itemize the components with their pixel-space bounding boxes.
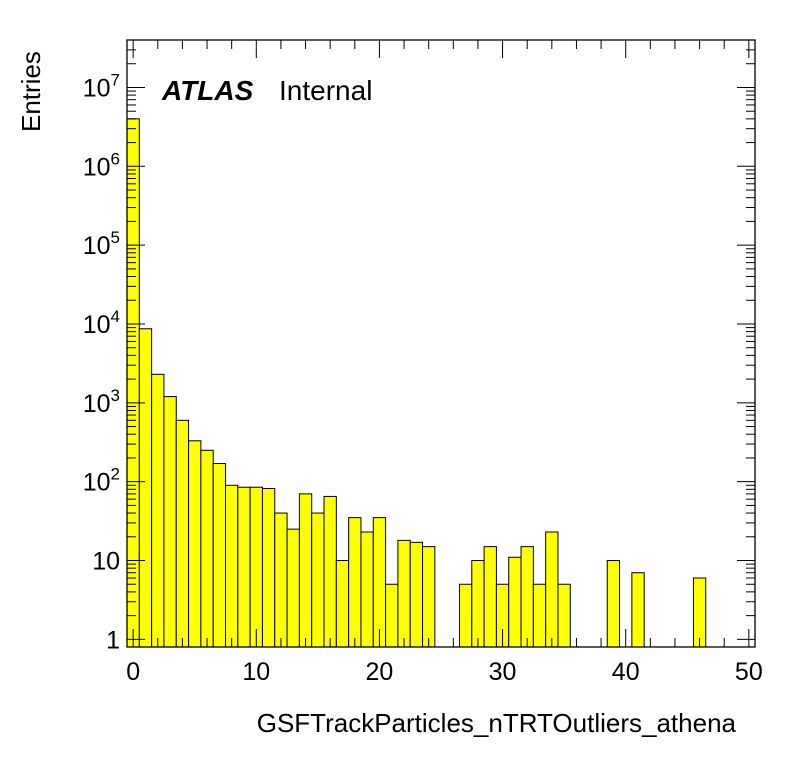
histogram-bar — [385, 583, 399, 648]
histogram-bar — [631, 572, 645, 648]
histogram-bar — [532, 583, 547, 648]
histogram-bar — [360, 531, 374, 648]
histogram-bar — [274, 512, 288, 648]
y-tick-labels: 1 10 102 103 104 105 106 107 — [83, 70, 120, 654]
histogram-bar — [545, 531, 559, 648]
histogram-bar — [175, 419, 190, 648]
x-tick-label: 10 — [242, 658, 270, 686]
atlas-label-bold: ATLAS — [161, 75, 254, 106]
histogram-bar — [520, 546, 534, 648]
y-tick-label: 1 — [106, 626, 120, 654]
histogram-bar — [286, 528, 300, 648]
histogram-bar — [372, 517, 387, 648]
histogram-bar — [348, 517, 362, 648]
histogram-bar — [606, 560, 621, 648]
axis-ticks — [127, 39, 755, 647]
histogram-bar — [692, 577, 707, 648]
y-tick-label: 103 — [83, 386, 120, 418]
histogram-bar — [311, 512, 325, 648]
atlas-label-internal: Internal — [279, 75, 372, 106]
histogram-bar — [298, 493, 313, 648]
x-tick-label: 30 — [489, 658, 517, 686]
histogram-bar — [409, 541, 424, 648]
x-tick-label: 40 — [612, 658, 640, 686]
x-tick-label: 20 — [366, 658, 394, 686]
histogram-bar — [237, 486, 251, 648]
histogram-bar — [397, 539, 411, 648]
y-tick-label: 107 — [83, 70, 120, 102]
histogram-bar — [225, 484, 239, 648]
plot-frame — [126, 39, 756, 648]
histogram-bar — [471, 560, 485, 648]
y-tick-label: 106 — [83, 149, 120, 181]
histogram-bar — [557, 583, 571, 648]
y-tick-label: 104 — [83, 307, 120, 339]
y-tick-label: 102 — [83, 465, 120, 497]
histogram-bar — [458, 583, 473, 648]
histogram-bar — [163, 396, 177, 648]
histogram-bar — [323, 495, 337, 648]
histogram-bar — [138, 328, 153, 648]
histogram-bar — [212, 463, 227, 648]
histogram-bars — [126, 118, 707, 648]
histogram-bar — [151, 373, 165, 648]
histogram-bar — [422, 546, 436, 648]
y-tick-label: 10 — [92, 548, 120, 576]
y-axis-title: Entries — [16, 51, 46, 132]
histogram-bar — [200, 449, 214, 648]
histogram-bar — [188, 440, 202, 648]
histogram-bar — [483, 546, 497, 648]
histogram-bar — [249, 486, 263, 648]
histogram-bar — [261, 487, 276, 648]
histogram-bar — [508, 556, 522, 648]
x-tick-labels: 0 10 20 30 40 50 — [126, 658, 763, 686]
x-tick-label: 50 — [735, 658, 763, 686]
y-tick-label: 105 — [83, 228, 120, 260]
atlas-label: ATLAS Internal — [161, 75, 372, 106]
histogram-bar — [335, 560, 350, 648]
x-tick-label: 0 — [126, 658, 140, 686]
x-axis-title: GSFTrackParticles_nTRTOutliers_athena — [257, 708, 737, 738]
